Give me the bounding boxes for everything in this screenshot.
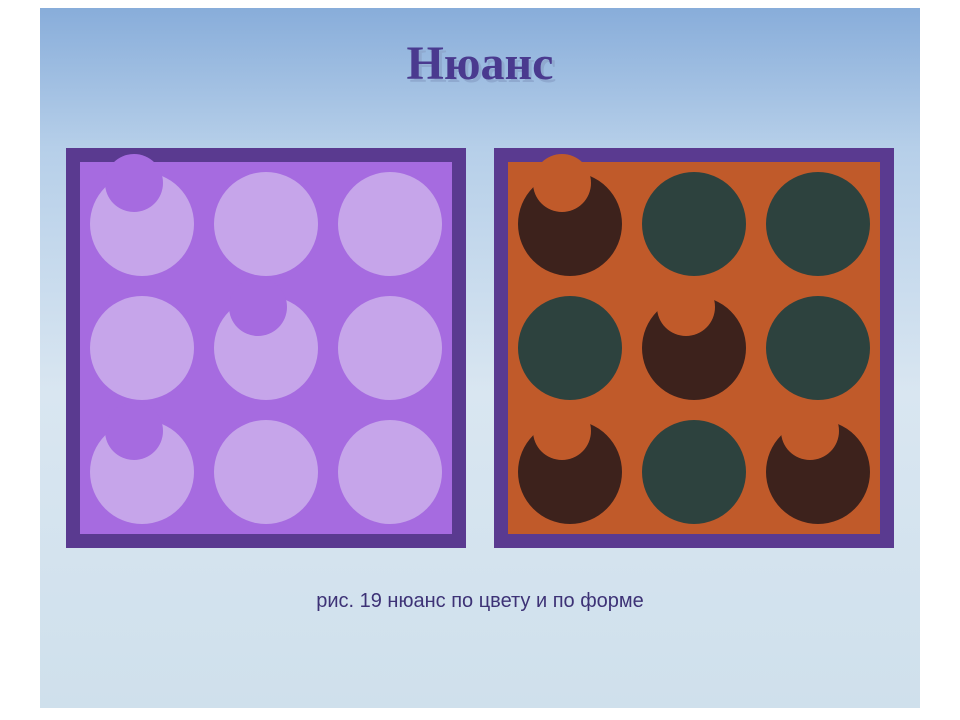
bitten-circle-icon <box>766 420 870 524</box>
bite-cutout <box>533 154 591 212</box>
bite-cutout <box>533 402 591 460</box>
panels-row <box>40 148 920 548</box>
caption: рис. 19 нюанс по цвету и по форме <box>40 590 920 613</box>
bitten-circle-icon <box>518 420 622 524</box>
bite-cutout <box>105 402 163 460</box>
bite-cutout <box>229 278 287 336</box>
right-grid <box>508 162 880 534</box>
right-panel <box>494 148 894 548</box>
circle-icon <box>338 420 442 524</box>
circle-icon <box>766 296 870 400</box>
bite-cutout <box>657 278 715 336</box>
circle-icon <box>90 296 194 400</box>
bitten-circle-icon <box>214 296 318 400</box>
left-panel <box>66 148 466 548</box>
bitten-circle-icon <box>90 420 194 524</box>
slide: Нюанс Нюанс рис. 19 нюанс по цвету и по … <box>40 8 920 708</box>
bite-cutout <box>105 154 163 212</box>
circle-icon <box>642 420 746 524</box>
circle-icon <box>214 420 318 524</box>
circle-icon <box>338 296 442 400</box>
circle-icon <box>338 172 442 276</box>
circle-icon <box>642 172 746 276</box>
bite-cutout <box>781 402 839 460</box>
left-grid <box>80 162 452 534</box>
bitten-circle-icon <box>518 172 622 276</box>
bitten-circle-icon <box>90 172 194 276</box>
circle-icon <box>518 296 622 400</box>
title-text: Нюанс <box>407 37 554 90</box>
slide-title: Нюанс Нюанс <box>407 36 554 91</box>
bitten-circle-icon <box>642 296 746 400</box>
circle-icon <box>766 172 870 276</box>
canvas: Нюанс Нюанс рис. 19 нюанс по цвету и по … <box>0 0 960 720</box>
title-area: Нюанс Нюанс <box>40 8 920 144</box>
circle-icon <box>214 172 318 276</box>
